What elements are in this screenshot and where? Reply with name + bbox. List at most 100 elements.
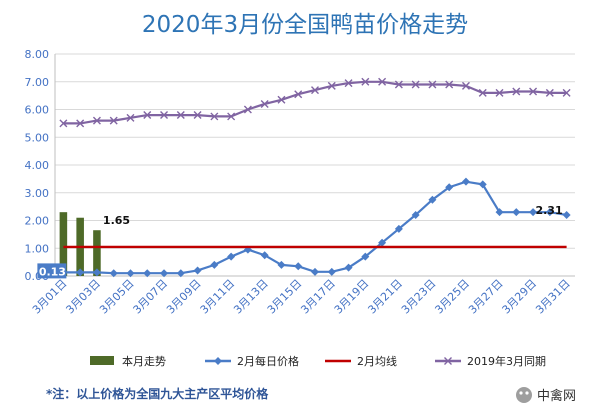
point [109, 116, 118, 125]
x-tick-label: 3月07日 [131, 277, 171, 317]
legend-label: 2019年3月同期 [467, 354, 546, 368]
point [176, 269, 185, 278]
series-line [63, 180, 567, 275]
legend-marker [214, 357, 222, 365]
point [428, 195, 437, 204]
point [529, 208, 538, 217]
point [193, 266, 202, 275]
x-tick-label: 3月17日 [298, 277, 338, 317]
legend-marker [444, 357, 452, 365]
point [344, 263, 353, 272]
x-tick-label: 3月05日 [97, 277, 137, 317]
legend-label: 2月均线 [357, 354, 397, 368]
point [76, 268, 85, 277]
bar [93, 230, 101, 276]
point [76, 119, 85, 128]
data-label-box [37, 263, 67, 279]
point [227, 112, 236, 121]
point [529, 87, 538, 96]
point [327, 81, 336, 90]
point [562, 210, 571, 219]
point [160, 269, 169, 278]
wechat-logo-icon [516, 387, 532, 403]
y-tick-label: 1.00 [25, 242, 50, 255]
y-tick-label: 2.00 [25, 215, 50, 228]
point [361, 77, 370, 86]
x-tick-label: 3月31日 [533, 277, 573, 317]
footnote: *注：以上价格为全国九大主产区平均价格 [46, 386, 269, 401]
point [394, 80, 403, 89]
point [461, 81, 470, 90]
x-tick-label: 3月23日 [399, 277, 439, 317]
wechat-logo-eye-right [525, 391, 529, 395]
point [294, 262, 303, 271]
point [445, 183, 454, 192]
point [59, 119, 68, 128]
point [277, 95, 286, 104]
point [512, 208, 521, 217]
point [193, 111, 202, 120]
legend-label: 2月每日价格 [237, 354, 299, 368]
point [160, 111, 169, 120]
x-tick-label: 3月03日 [63, 277, 103, 317]
x-tick-label: 3月15日 [265, 277, 305, 317]
data-label: 2.31 [535, 204, 562, 217]
x-tick-label: 3月13日 [231, 277, 271, 317]
point [143, 269, 152, 278]
point [294, 90, 303, 99]
point [143, 111, 152, 120]
point [260, 99, 269, 108]
x-tick-label: 3月19日 [332, 277, 372, 317]
point [478, 88, 487, 97]
x-tick-label: 3月25日 [432, 277, 472, 317]
bar [59, 212, 68, 276]
point [478, 180, 487, 189]
chart-title: 2020年3月份全国鸭苗价格走势 [142, 12, 468, 38]
x-tick-label: 3月21日 [365, 277, 405, 317]
series-line [63, 80, 567, 125]
gridlines [54, 53, 575, 277]
point [461, 177, 470, 186]
point [92, 268, 101, 277]
x-tick-label: 3月27日 [466, 277, 506, 317]
x-tick-label: 3月29日 [500, 277, 540, 317]
point [545, 88, 554, 97]
point [378, 77, 387, 86]
point [512, 87, 521, 96]
x-tick-label: 3月09日 [164, 277, 204, 317]
y-tick-label: 4.00 [25, 159, 50, 172]
point [495, 88, 504, 97]
x-axis-ticks: 3月01日3月03日3月05日3月07日3月09日3月11日3月13日3月15日… [30, 277, 573, 317]
point [92, 116, 101, 125]
y-tick-label: 7.00 [25, 76, 50, 89]
point [210, 260, 219, 269]
point [327, 267, 336, 276]
y-tick-label: 5.00 [25, 131, 50, 144]
legend-swatch [90, 356, 114, 365]
y-tick-label: 8.00 [25, 48, 50, 61]
point [126, 269, 135, 278]
point [243, 105, 252, 114]
point [311, 86, 319, 95]
point [126, 113, 135, 122]
y-axis-ticks: 0.001.002.003.004.005.006.007.008.00 [25, 48, 50, 283]
watermark: 中禽网 [516, 387, 576, 404]
point [495, 208, 504, 217]
point [176, 111, 185, 120]
point [411, 80, 420, 89]
point [394, 224, 403, 233]
point [378, 238, 387, 247]
data-label: 1.65 [103, 214, 130, 227]
point [344, 79, 353, 88]
point [445, 80, 454, 89]
data-labels: 1.65 0.13 2.31 [37, 204, 563, 279]
point [210, 112, 219, 121]
point [109, 269, 118, 278]
point [545, 208, 554, 217]
data-label: 0.13 [39, 265, 66, 278]
point [260, 251, 269, 260]
legend: 本月走势 2月每日价格 2月均线 2019年3月同期 [90, 354, 546, 368]
point [311, 267, 319, 276]
y-tick-label: 3.00 [25, 187, 50, 200]
wechat-logo-eye-left [519, 391, 523, 395]
